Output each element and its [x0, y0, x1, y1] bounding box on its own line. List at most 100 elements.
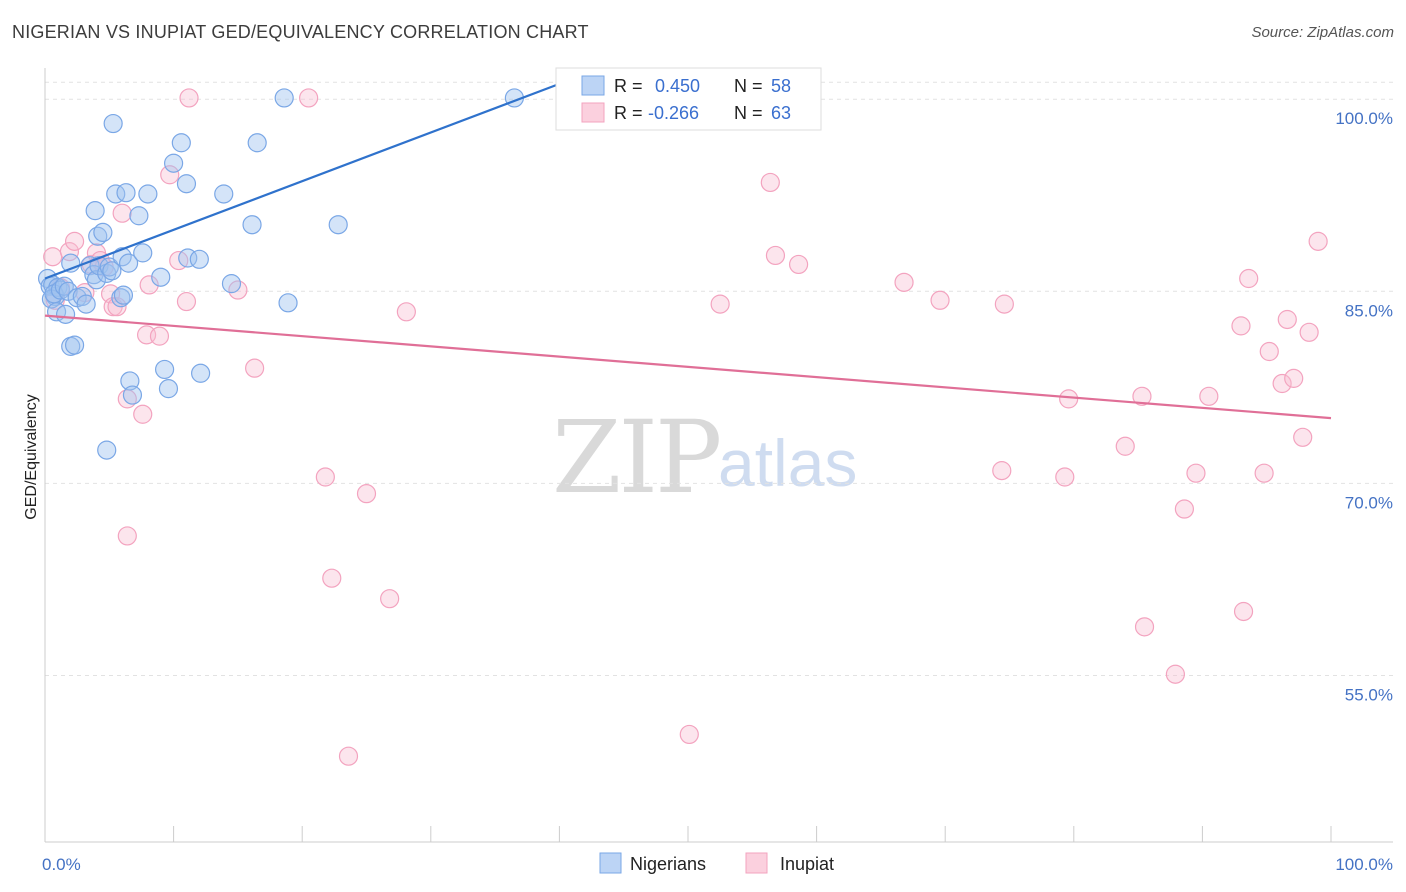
inupiat-point [1277, 309, 1297, 330]
inupiat-legend-swatch [581, 102, 605, 123]
y-tick-label: 55.0% [1345, 686, 1393, 705]
nigerians-points [37, 88, 524, 460]
inupiat-point [315, 467, 335, 487]
nigerians-point [50, 280, 71, 300]
trendlines [44, 82, 1332, 420]
inupiat-point [994, 294, 1014, 314]
nigerians-n-value: 58 [771, 76, 791, 96]
nigerians-point [242, 215, 262, 235]
inupiat-point [1259, 341, 1279, 362]
nigerians-point [103, 113, 123, 134]
gridlines [45, 81, 1393, 677]
nigerians-point [106, 184, 126, 204]
nigerians-series-label: Nigerians [630, 854, 706, 874]
inupiat-series-swatch [745, 852, 768, 874]
nigerians-series-swatch [599, 852, 622, 874]
watermark-atlas: atlas [718, 426, 857, 500]
nigerians-point [176, 174, 197, 194]
nigerians-point [88, 226, 108, 246]
nigerians-point [86, 270, 107, 290]
watermark: ZIP atlas [552, 399, 857, 516]
nigerians-point [151, 267, 171, 287]
y-tick-label: 100.0% [1335, 109, 1393, 128]
inupiat-point [1134, 617, 1155, 637]
nigerians-r-value: 0.450 [655, 76, 700, 96]
nigerians-point [133, 243, 153, 263]
inupiat-point [133, 404, 153, 424]
nigerians-point [214, 184, 234, 204]
inupiat-point [338, 746, 359, 766]
inupiat-point [112, 203, 132, 223]
watermark-zip: ZIP [552, 399, 719, 516]
inupiat-point [1233, 601, 1254, 622]
nigerians-point [138, 184, 158, 204]
inupiat-point [1239, 268, 1259, 289]
nigerians-point [54, 276, 74, 296]
nigerians-point [154, 359, 175, 380]
nigerians-point [278, 293, 298, 313]
nigerians-point [247, 133, 267, 153]
nigerians-point [113, 285, 134, 305]
inupiat-point [299, 88, 319, 108]
inupiat-n-value: 63 [771, 103, 791, 123]
nigerians-point [64, 335, 85, 355]
inupiat-point [322, 568, 342, 588]
nigerians-n-label: N = [734, 76, 763, 96]
chart-title: NIGERIAN VS INUPIAT GED/EQUIVALENCY CORR… [12, 22, 589, 42]
nigerians-point [89, 256, 109, 276]
inupiat-point [1293, 427, 1313, 447]
x-tick-label: 0.0% [42, 855, 81, 874]
inupiat-r-value: -0.266 [648, 103, 699, 123]
inupiat-point [1284, 368, 1304, 388]
inupiat-point [1299, 322, 1319, 342]
x-tick-label: 100.0% [1335, 855, 1393, 874]
inupiat-point [179, 88, 199, 108]
inupiat-point [894, 272, 914, 292]
inupiat-point [176, 291, 197, 312]
inupiat-point [1231, 316, 1251, 336]
nigerians-point [97, 440, 117, 460]
nigerians-point [111, 288, 131, 308]
series-legend: Nigerians Inupiat [599, 852, 834, 874]
inupiat-point [1272, 373, 1292, 394]
inupiat-point [765, 245, 786, 266]
y-axis-title: GED/Equivalency [23, 394, 40, 519]
inupiat-point [1115, 436, 1135, 456]
inupiat-point [396, 302, 416, 322]
nigerians-point [328, 215, 348, 235]
inupiat-point [356, 484, 377, 504]
x-tick-labels: 0.0% 100.0% [42, 855, 1393, 874]
nigerians-point [85, 201, 105, 221]
nigerians-trendline [44, 82, 560, 280]
inupiat-point [149, 326, 170, 346]
y-tick-label: 70.0% [1345, 493, 1393, 512]
nigerians-point [122, 385, 143, 405]
inupiat-point [679, 724, 699, 745]
inupiat-point [1132, 386, 1152, 406]
nigerians-point [274, 88, 294, 108]
nigerians-point [120, 371, 140, 391]
inupiat-point [1186, 463, 1206, 483]
inupiat-r-label: R = [614, 103, 643, 123]
inupiat-point [139, 275, 159, 295]
y-tick-label: 85.0% [1345, 301, 1393, 320]
nigerians-point [158, 379, 179, 399]
inupiat-point [117, 526, 137, 546]
nigerians-point [118, 253, 139, 273]
inupiat-point [930, 290, 950, 310]
source-label: Source: ZipAtlas.com [1251, 24, 1394, 41]
nigerians-point [116, 183, 136, 203]
inupiat-point [64, 231, 85, 251]
inupiat-point [1199, 386, 1219, 406]
nigerians-point [191, 363, 211, 383]
y-tick-labels: 100.0% 85.0% 70.0% 55.0% [1335, 109, 1393, 704]
nigerians-point [189, 249, 209, 269]
inupiat-point [1059, 389, 1079, 409]
inupiat-point [1254, 463, 1274, 483]
inupiat-series-label: Inupiat [780, 854, 834, 874]
inupiat-point [1174, 499, 1194, 519]
nigerians-point [164, 153, 184, 173]
inupiat-point [1055, 467, 1075, 487]
nigerians-point [221, 274, 242, 294]
